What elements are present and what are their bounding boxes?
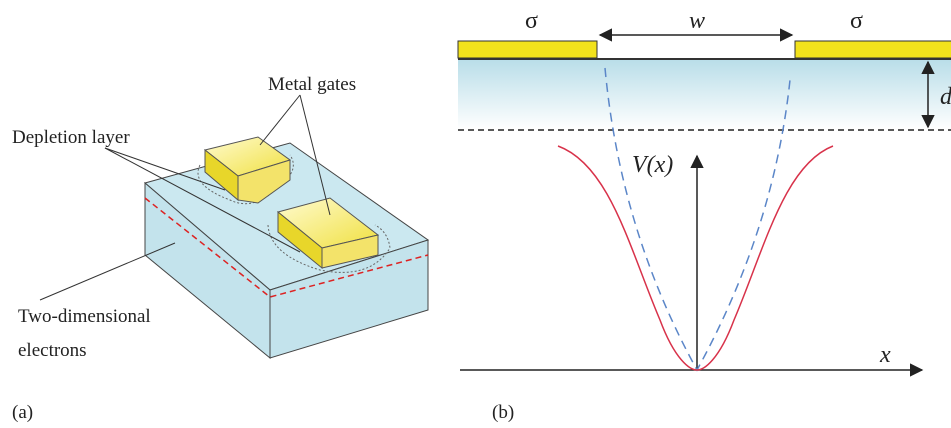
gate — [795, 41, 951, 58]
layer — [458, 58, 951, 130]
caption: (b) — [492, 402, 514, 423]
leader — [40, 243, 175, 300]
figure: Metal gates Depletion layer Two-dimensio… — [0, 0, 951, 428]
label: Depletion layer — [12, 127, 130, 148]
panel-b: σ σ w d V(x) x (b) — [458, 8, 951, 423]
gate — [458, 41, 597, 58]
caption: (a) — [12, 402, 33, 423]
potential-curve — [558, 146, 833, 370]
label: Metal gates — [268, 74, 356, 95]
label: d — [940, 84, 951, 110]
label: w — [689, 8, 705, 34]
panel-a: Metal gates Depletion layer Two-dimensio… — [12, 74, 428, 423]
label: electrons — [18, 340, 87, 361]
label: V(x) — [632, 152, 673, 178]
label: σ — [525, 8, 538, 34]
label: x — [879, 342, 891, 368]
leader — [260, 95, 300, 145]
label: Two-dimensional — [18, 306, 151, 327]
label: σ — [850, 8, 863, 34]
